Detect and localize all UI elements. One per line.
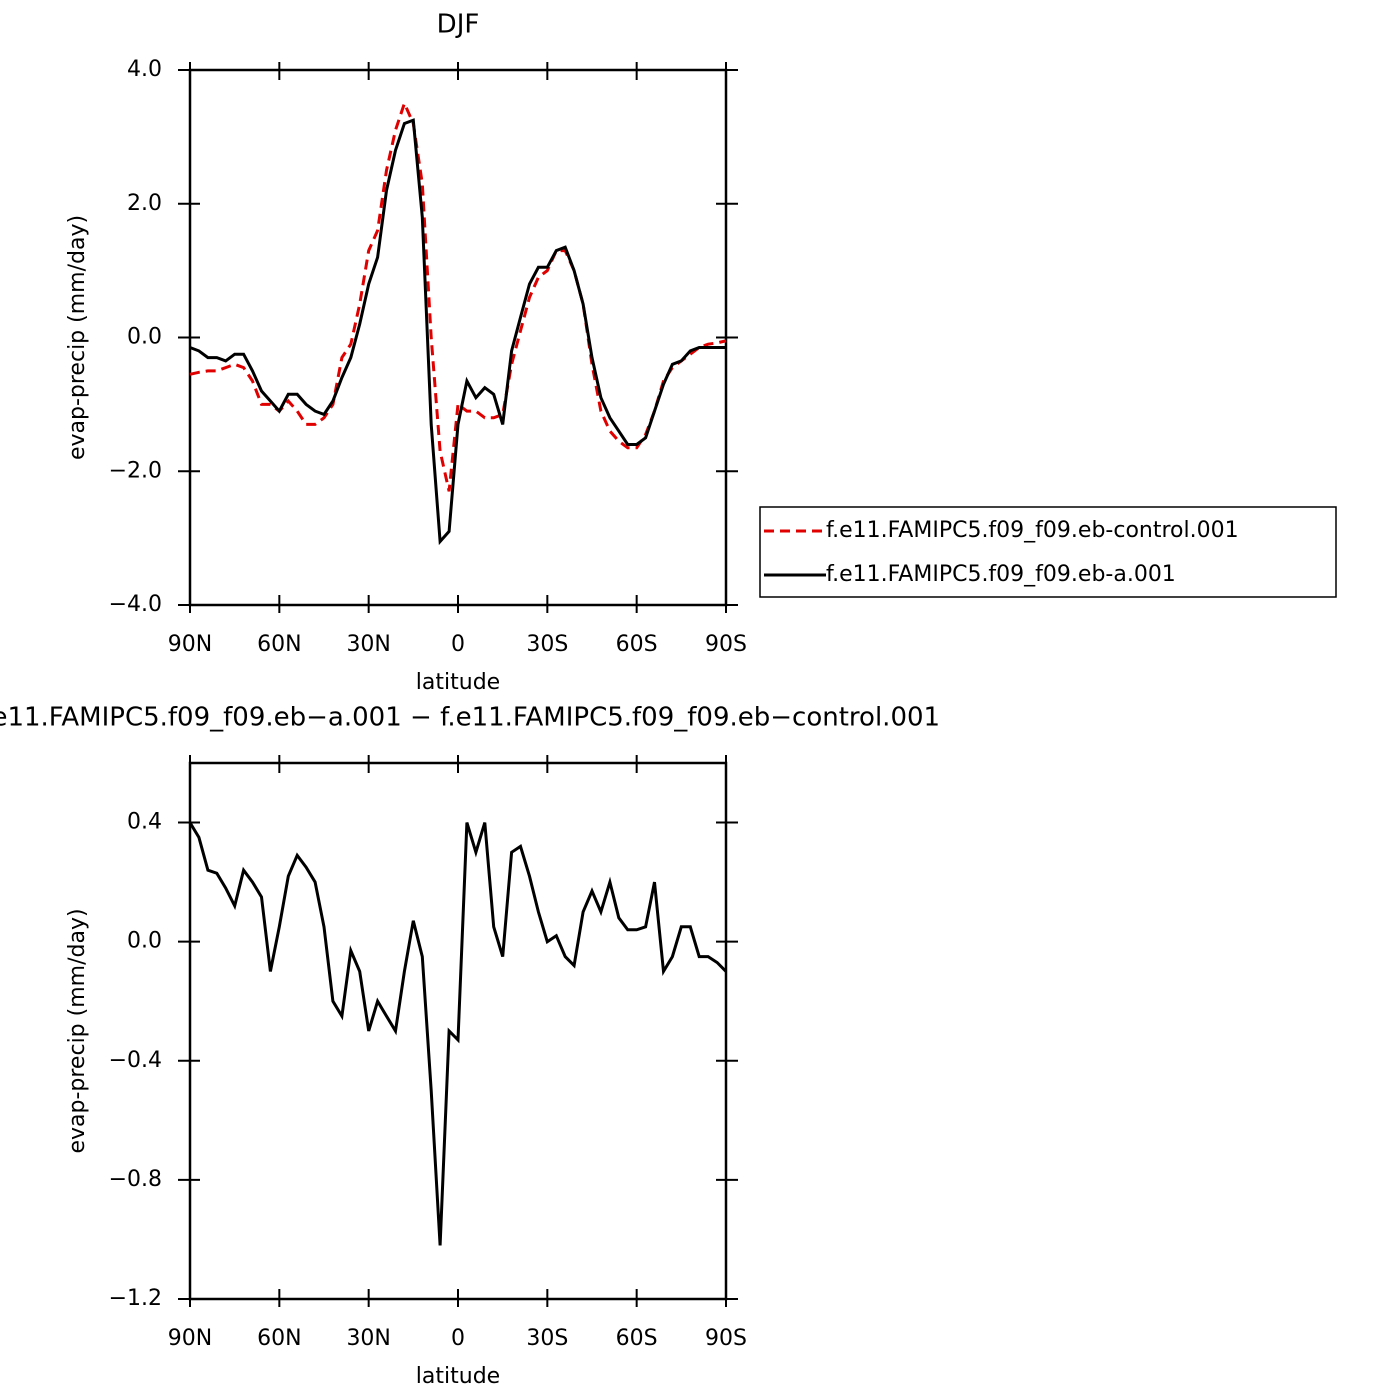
data-line: [188, 821, 728, 1246]
x-tick-label: 90N: [168, 632, 212, 657]
chart-title: f.e11.FAMIPC5.f09_f09.eb−a.001 − f.e11.F…: [0, 703, 940, 733]
y-tick-label: 4.0: [127, 57, 162, 82]
legend-label: f.e11.FAMIPC5.f09_f09.eb-a.001: [826, 562, 1176, 587]
x-tick-label: 60N: [257, 1326, 301, 1351]
chart-title: DJF: [437, 10, 480, 40]
y-axis-label: evap-precip (mm/day): [65, 215, 90, 460]
plot-frame: [188, 68, 728, 607]
y-tick-label: 2.0: [127, 191, 162, 216]
x-tick-label: 60S: [616, 632, 658, 657]
y-tick-label: −2.0: [109, 458, 162, 483]
x-tick-label: 90S: [705, 632, 747, 657]
y-tick-label: 0.0: [127, 325, 162, 350]
y-axis-label: evap-precip (mm/day): [65, 908, 90, 1153]
x-tick-label: 90N: [168, 1326, 212, 1351]
y-tick-label: −4.0: [109, 592, 162, 617]
x-tick-label: 30N: [346, 632, 390, 657]
legend-box: [759, 506, 1337, 598]
y-tick-label: −0.8: [109, 1167, 162, 1192]
x-axis-label: latitude: [416, 670, 500, 695]
x-tick-label: 90S: [705, 1326, 747, 1351]
x-tick-label: 0: [451, 1326, 465, 1351]
x-tick-label: 30N: [346, 1326, 390, 1351]
data-line: [189, 118, 726, 546]
y-tick-label: −0.4: [109, 1048, 162, 1073]
x-tick-label: 0: [451, 632, 465, 657]
y-tick-label: 0.4: [127, 810, 162, 835]
x-tick-label: 30S: [526, 632, 568, 657]
x-tick-label: 60N: [257, 632, 301, 657]
legend-label: f.e11.FAMIPC5.f09_f09.eb-control.001: [826, 518, 1239, 543]
x-tick-label: 60S: [616, 1326, 658, 1351]
x-tick-label: 30S: [526, 1326, 568, 1351]
y-tick-label: 0.0: [127, 929, 162, 954]
x-axis-label: latitude: [416, 1364, 500, 1389]
y-tick-label: −1.2: [109, 1286, 162, 1311]
